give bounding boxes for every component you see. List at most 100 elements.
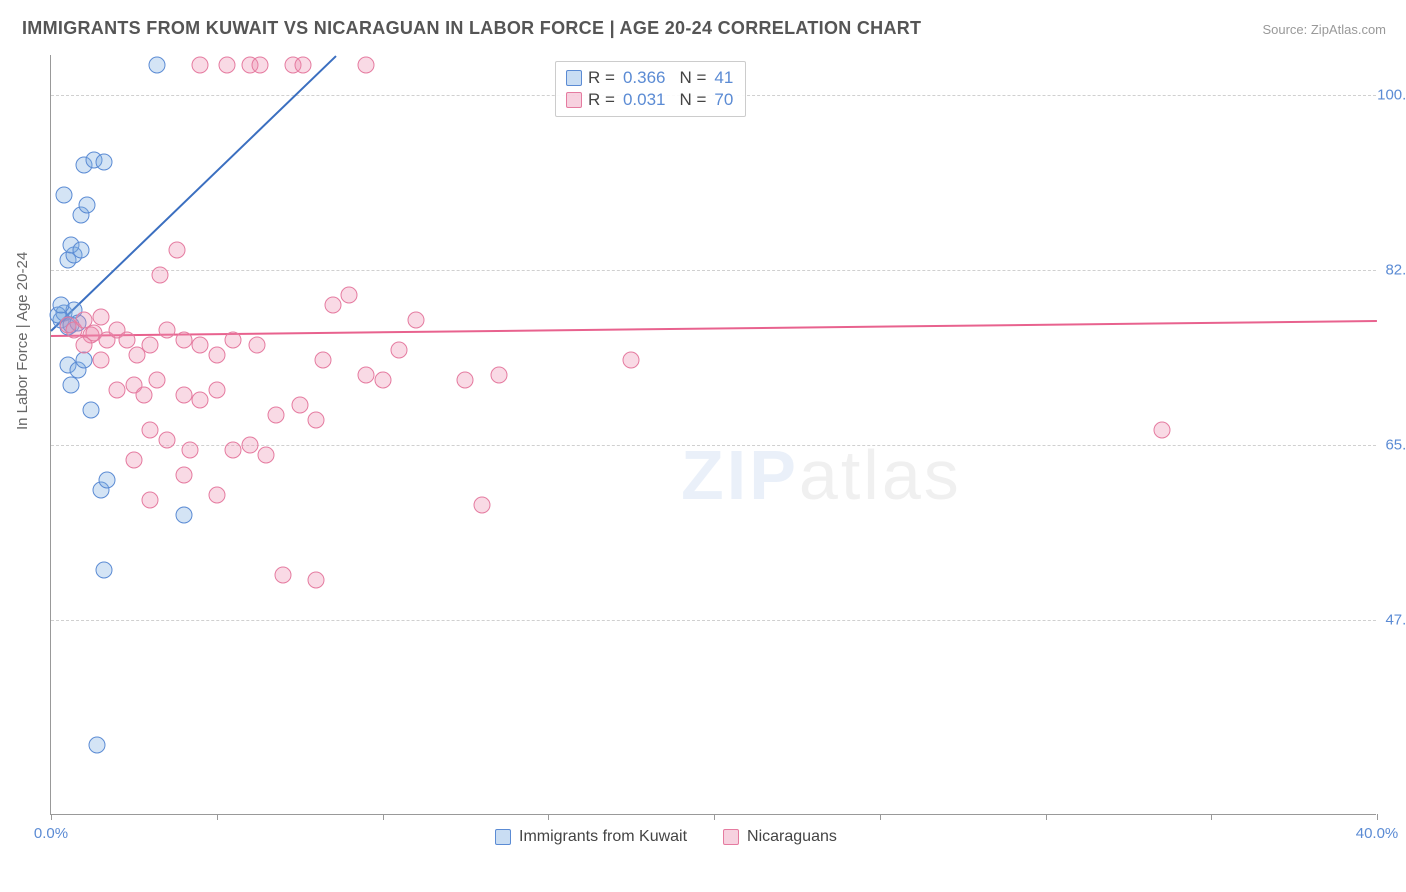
point-nicaragua (225, 442, 242, 459)
point-nicaragua (218, 57, 235, 74)
legend-n-label: N = (679, 68, 706, 88)
point-nicaragua (241, 437, 258, 454)
point-kuwait (76, 352, 93, 369)
point-nicaragua (119, 332, 136, 349)
x-tick (548, 814, 549, 820)
legend-swatch (495, 829, 511, 845)
legend-n-label: N = (679, 90, 706, 110)
point-nicaragua (308, 412, 325, 429)
point-nicaragua (175, 467, 192, 484)
point-kuwait (62, 377, 79, 394)
point-kuwait (89, 737, 106, 754)
legend-series-item: Nicaraguans (723, 828, 837, 846)
point-nicaragua (208, 382, 225, 399)
point-nicaragua (258, 447, 275, 464)
point-kuwait (56, 187, 73, 204)
point-nicaragua (324, 297, 341, 314)
point-kuwait (149, 57, 166, 74)
point-kuwait (79, 197, 96, 214)
point-nicaragua (175, 387, 192, 404)
plot-area: ZIPatlas 47.5%65.0%82.5%100.0%0.0%40.0% (50, 55, 1376, 815)
point-nicaragua (135, 387, 152, 404)
point-kuwait (175, 507, 192, 524)
x-tick-label: 40.0% (1356, 825, 1399, 842)
point-nicaragua (291, 397, 308, 414)
legend-swatch (566, 92, 582, 108)
x-tick (383, 814, 384, 820)
point-nicaragua (1153, 422, 1170, 439)
point-nicaragua (192, 57, 209, 74)
point-nicaragua (92, 352, 109, 369)
source-label: Source: ZipAtlas.com (1262, 22, 1386, 37)
x-tick (1046, 814, 1047, 820)
legend-n-value: 41 (714, 68, 733, 88)
legend-series-label: Nicaraguans (747, 828, 837, 846)
point-kuwait (96, 154, 113, 171)
point-nicaragua (159, 322, 176, 339)
point-nicaragua (457, 372, 474, 389)
y-tick-label: 47.5% (1368, 612, 1406, 629)
legend-series-item: Immigrants from Kuwait (495, 828, 687, 846)
point-kuwait (82, 402, 99, 419)
point-nicaragua (159, 432, 176, 449)
point-nicaragua (314, 352, 331, 369)
x-tick (217, 814, 218, 820)
y-tick-label: 82.5% (1368, 262, 1406, 279)
point-kuwait (99, 472, 116, 489)
y-axis-label: In Labor Force | Age 20-24 (14, 252, 31, 430)
point-nicaragua (341, 287, 358, 304)
point-nicaragua (192, 392, 209, 409)
point-nicaragua (473, 497, 490, 514)
point-nicaragua (168, 242, 185, 259)
watermark: ZIPatlas (681, 435, 962, 515)
chart-title: IMMIGRANTS FROM KUWAIT VS NICARAGUAN IN … (22, 18, 921, 39)
point-nicaragua (357, 57, 374, 74)
point-nicaragua (490, 367, 507, 384)
point-nicaragua (182, 442, 199, 459)
legend-r-label: R = (588, 90, 615, 110)
point-nicaragua (175, 332, 192, 349)
legend-correlation-row: R =0.031N =70 (566, 89, 733, 111)
point-nicaragua (251, 57, 268, 74)
point-nicaragua (294, 57, 311, 74)
legend-r-value: 0.366 (623, 68, 666, 88)
x-tick (51, 814, 52, 820)
gridline-h (51, 620, 1376, 621)
x-tick (714, 814, 715, 820)
y-tick-label: 100.0% (1368, 87, 1406, 104)
point-nicaragua (149, 372, 166, 389)
point-nicaragua (268, 407, 285, 424)
legend-correlation: R =0.366N =41R =0.031N =70 (555, 61, 746, 117)
x-tick (1211, 814, 1212, 820)
legend-swatch (566, 70, 582, 86)
point-nicaragua (208, 487, 225, 504)
x-tick (880, 814, 881, 820)
point-kuwait (72, 242, 89, 259)
legend-correlation-row: R = 0.366 N = 41 (566, 67, 733, 89)
point-kuwait (96, 562, 113, 579)
point-nicaragua (308, 572, 325, 589)
point-nicaragua (374, 372, 391, 389)
watermark-brand-a: ZIP (681, 436, 799, 514)
x-tick (1377, 814, 1378, 820)
legend-swatch (723, 829, 739, 845)
watermark-brand-b: atlas (799, 436, 962, 514)
gridline-h (51, 270, 1376, 271)
chart-container: IMMIGRANTS FROM KUWAIT VS NICARAGUAN IN … (0, 0, 1406, 892)
point-nicaragua (142, 492, 159, 509)
point-nicaragua (109, 382, 126, 399)
point-nicaragua (152, 267, 169, 284)
point-nicaragua (623, 352, 640, 369)
legend-series: Immigrants from Kuwait Nicaraguans (495, 828, 837, 846)
y-tick-label: 65.0% (1368, 437, 1406, 454)
point-kuwait (52, 297, 69, 314)
legend-r-label: R = (588, 68, 615, 88)
point-nicaragua (142, 337, 159, 354)
legend-r-value: 0.031 (623, 90, 666, 110)
point-nicaragua (248, 337, 265, 354)
point-nicaragua (92, 309, 109, 326)
point-nicaragua (407, 312, 424, 329)
point-nicaragua (391, 342, 408, 359)
point-nicaragua (208, 347, 225, 364)
point-nicaragua (357, 367, 374, 384)
